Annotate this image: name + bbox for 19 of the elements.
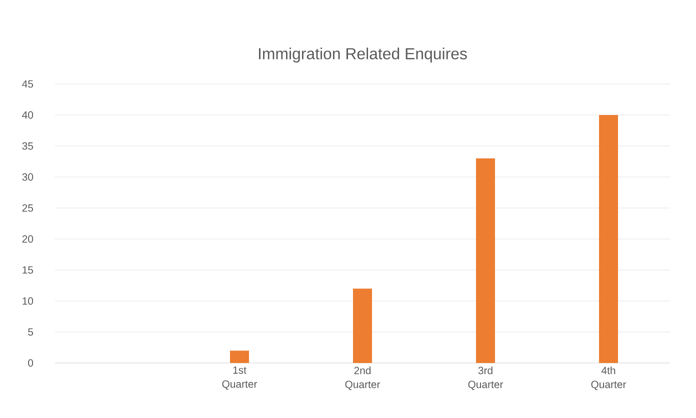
- y-tick-label: 30: [22, 173, 34, 181]
- y-tick-label: 0: [28, 359, 34, 367]
- bar: [476, 158, 496, 363]
- bar: [353, 288, 372, 363]
- bar: [599, 115, 618, 363]
- bar: [230, 350, 250, 363]
- x-tick-label: 3rd Quarter: [468, 366, 504, 390]
- x-tick-label: 4th Quarter: [591, 366, 626, 390]
- y-tick-label: 40: [22, 111, 34, 119]
- y-tick-label: 35: [22, 142, 34, 150]
- y-tick-label: 5: [28, 328, 34, 336]
- y-tick-label: 45: [22, 80, 34, 88]
- y-tick-label: 15: [22, 266, 34, 274]
- y-tick-label: 20: [22, 235, 34, 243]
- chart-title: Immigration Related Enquires: [258, 48, 467, 63]
- y-tick-label: 25: [22, 204, 34, 212]
- x-tick-label: 2nd Quarter: [345, 366, 380, 390]
- y-tick-label: 10: [22, 297, 34, 305]
- x-tick-label: 1st Quarter: [222, 366, 258, 390]
